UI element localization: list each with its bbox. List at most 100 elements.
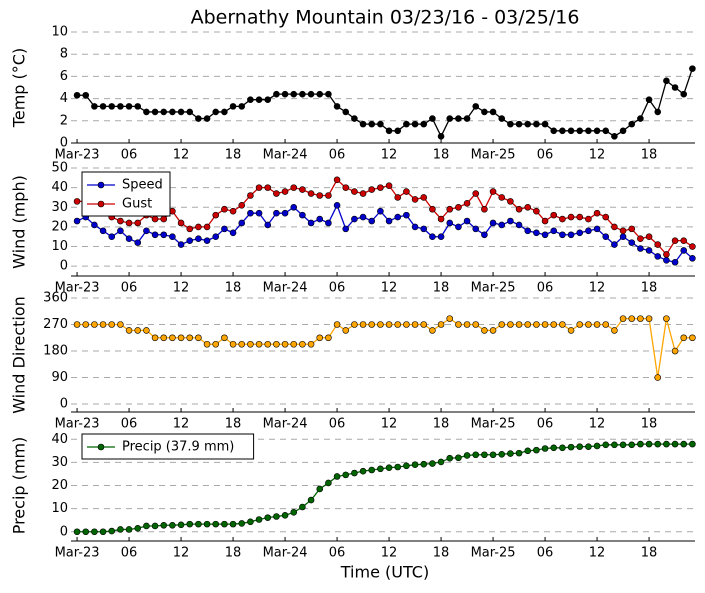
data-point <box>91 221 98 229</box>
x-tick-label: 12 <box>381 148 398 163</box>
data-point <box>602 441 610 449</box>
data-point <box>481 205 488 213</box>
x-tick-label: 06 <box>537 281 554 296</box>
data-point <box>576 127 584 135</box>
data-point <box>567 443 575 451</box>
x-tick-label: 06 <box>121 546 138 561</box>
y-tick-label: 4 <box>60 91 68 106</box>
data-point <box>377 465 384 473</box>
data-point <box>550 321 558 328</box>
x-tick-label: 18 <box>641 148 658 163</box>
x-tick-label: Mar-24 <box>263 281 308 296</box>
x-axis-label: Time (UTC) <box>340 563 429 582</box>
data-point <box>247 209 254 217</box>
data-point <box>307 219 315 227</box>
data-point <box>255 184 263 191</box>
data-point <box>559 231 566 239</box>
y-tick-label: 0 <box>60 259 68 274</box>
y-tick-label: 10 <box>51 25 68 40</box>
data-point <box>593 321 601 328</box>
data-point <box>333 103 341 110</box>
data-point <box>507 217 514 225</box>
data-point <box>99 227 107 235</box>
data-point <box>593 225 601 233</box>
data-point <box>437 458 445 466</box>
data-point <box>273 340 280 348</box>
data-point <box>663 256 670 264</box>
data-point <box>342 225 350 233</box>
data-point <box>446 205 454 213</box>
data-point <box>229 229 237 237</box>
data-point <box>160 231 168 239</box>
y-tick-label: 30 <box>51 455 68 470</box>
x-tick-label: Mar-25 <box>471 148 516 163</box>
data-point <box>463 452 471 459</box>
data-point <box>628 225 636 233</box>
data-point <box>377 207 384 215</box>
data-point <box>281 512 289 519</box>
data-point <box>481 231 488 239</box>
data-point <box>645 247 653 254</box>
data-point <box>515 221 523 229</box>
data-point <box>125 235 133 242</box>
data-point <box>186 225 194 233</box>
data-point <box>273 209 280 217</box>
data-point <box>299 186 306 193</box>
data-point <box>333 473 341 480</box>
data-point <box>169 233 176 241</box>
x-tick-label: 18 <box>225 417 242 432</box>
x-tick-label: 12 <box>381 546 398 561</box>
chart-title: Abernathy Mountain 03/23/16 - 03/25/16 <box>191 7 580 29</box>
data-point <box>637 440 644 448</box>
data-point <box>221 334 228 342</box>
data-point <box>177 241 185 248</box>
data-point <box>472 103 480 110</box>
data-point <box>403 188 410 195</box>
data-point <box>247 192 254 199</box>
data-point <box>585 215 592 223</box>
data-point <box>134 219 142 227</box>
data-point <box>281 209 289 217</box>
data-point <box>273 90 280 98</box>
data-point <box>342 108 350 116</box>
y-tick-label: 360 <box>43 291 68 306</box>
data-point <box>290 509 298 516</box>
data-point <box>663 440 670 448</box>
data-point <box>368 321 376 328</box>
data-point <box>567 327 575 334</box>
data-point <box>160 108 168 116</box>
data-point <box>229 520 237 528</box>
data-point <box>186 237 194 244</box>
x-tick-label: 06 <box>537 148 554 163</box>
data-point <box>567 127 575 135</box>
data-point <box>143 108 150 116</box>
data-point <box>394 213 402 221</box>
data-point <box>403 120 410 128</box>
data-point <box>238 520 246 527</box>
data-point <box>663 315 670 322</box>
data-point <box>255 96 263 104</box>
data-point <box>73 217 81 225</box>
data-point <box>472 225 480 233</box>
data-point <box>195 235 202 242</box>
x-tick-label: Mar-25 <box>471 546 516 561</box>
data-point <box>403 462 410 470</box>
data-point <box>264 96 272 104</box>
data-point <box>550 127 558 135</box>
data-point <box>429 460 436 467</box>
data-point <box>602 233 610 241</box>
data-point <box>515 321 523 328</box>
data-point <box>533 446 540 454</box>
data-point <box>316 90 324 98</box>
data-point <box>351 188 358 195</box>
data-point <box>576 213 584 221</box>
data-point <box>533 321 540 328</box>
x-tick-label: 06 <box>121 417 138 432</box>
y-axis-label: Precip (mm) <box>10 437 29 535</box>
data-point <box>325 479 332 487</box>
data-point <box>420 321 428 328</box>
data-point <box>385 464 393 471</box>
data-point <box>221 520 228 528</box>
data-point <box>238 340 246 348</box>
data-point <box>177 521 185 529</box>
